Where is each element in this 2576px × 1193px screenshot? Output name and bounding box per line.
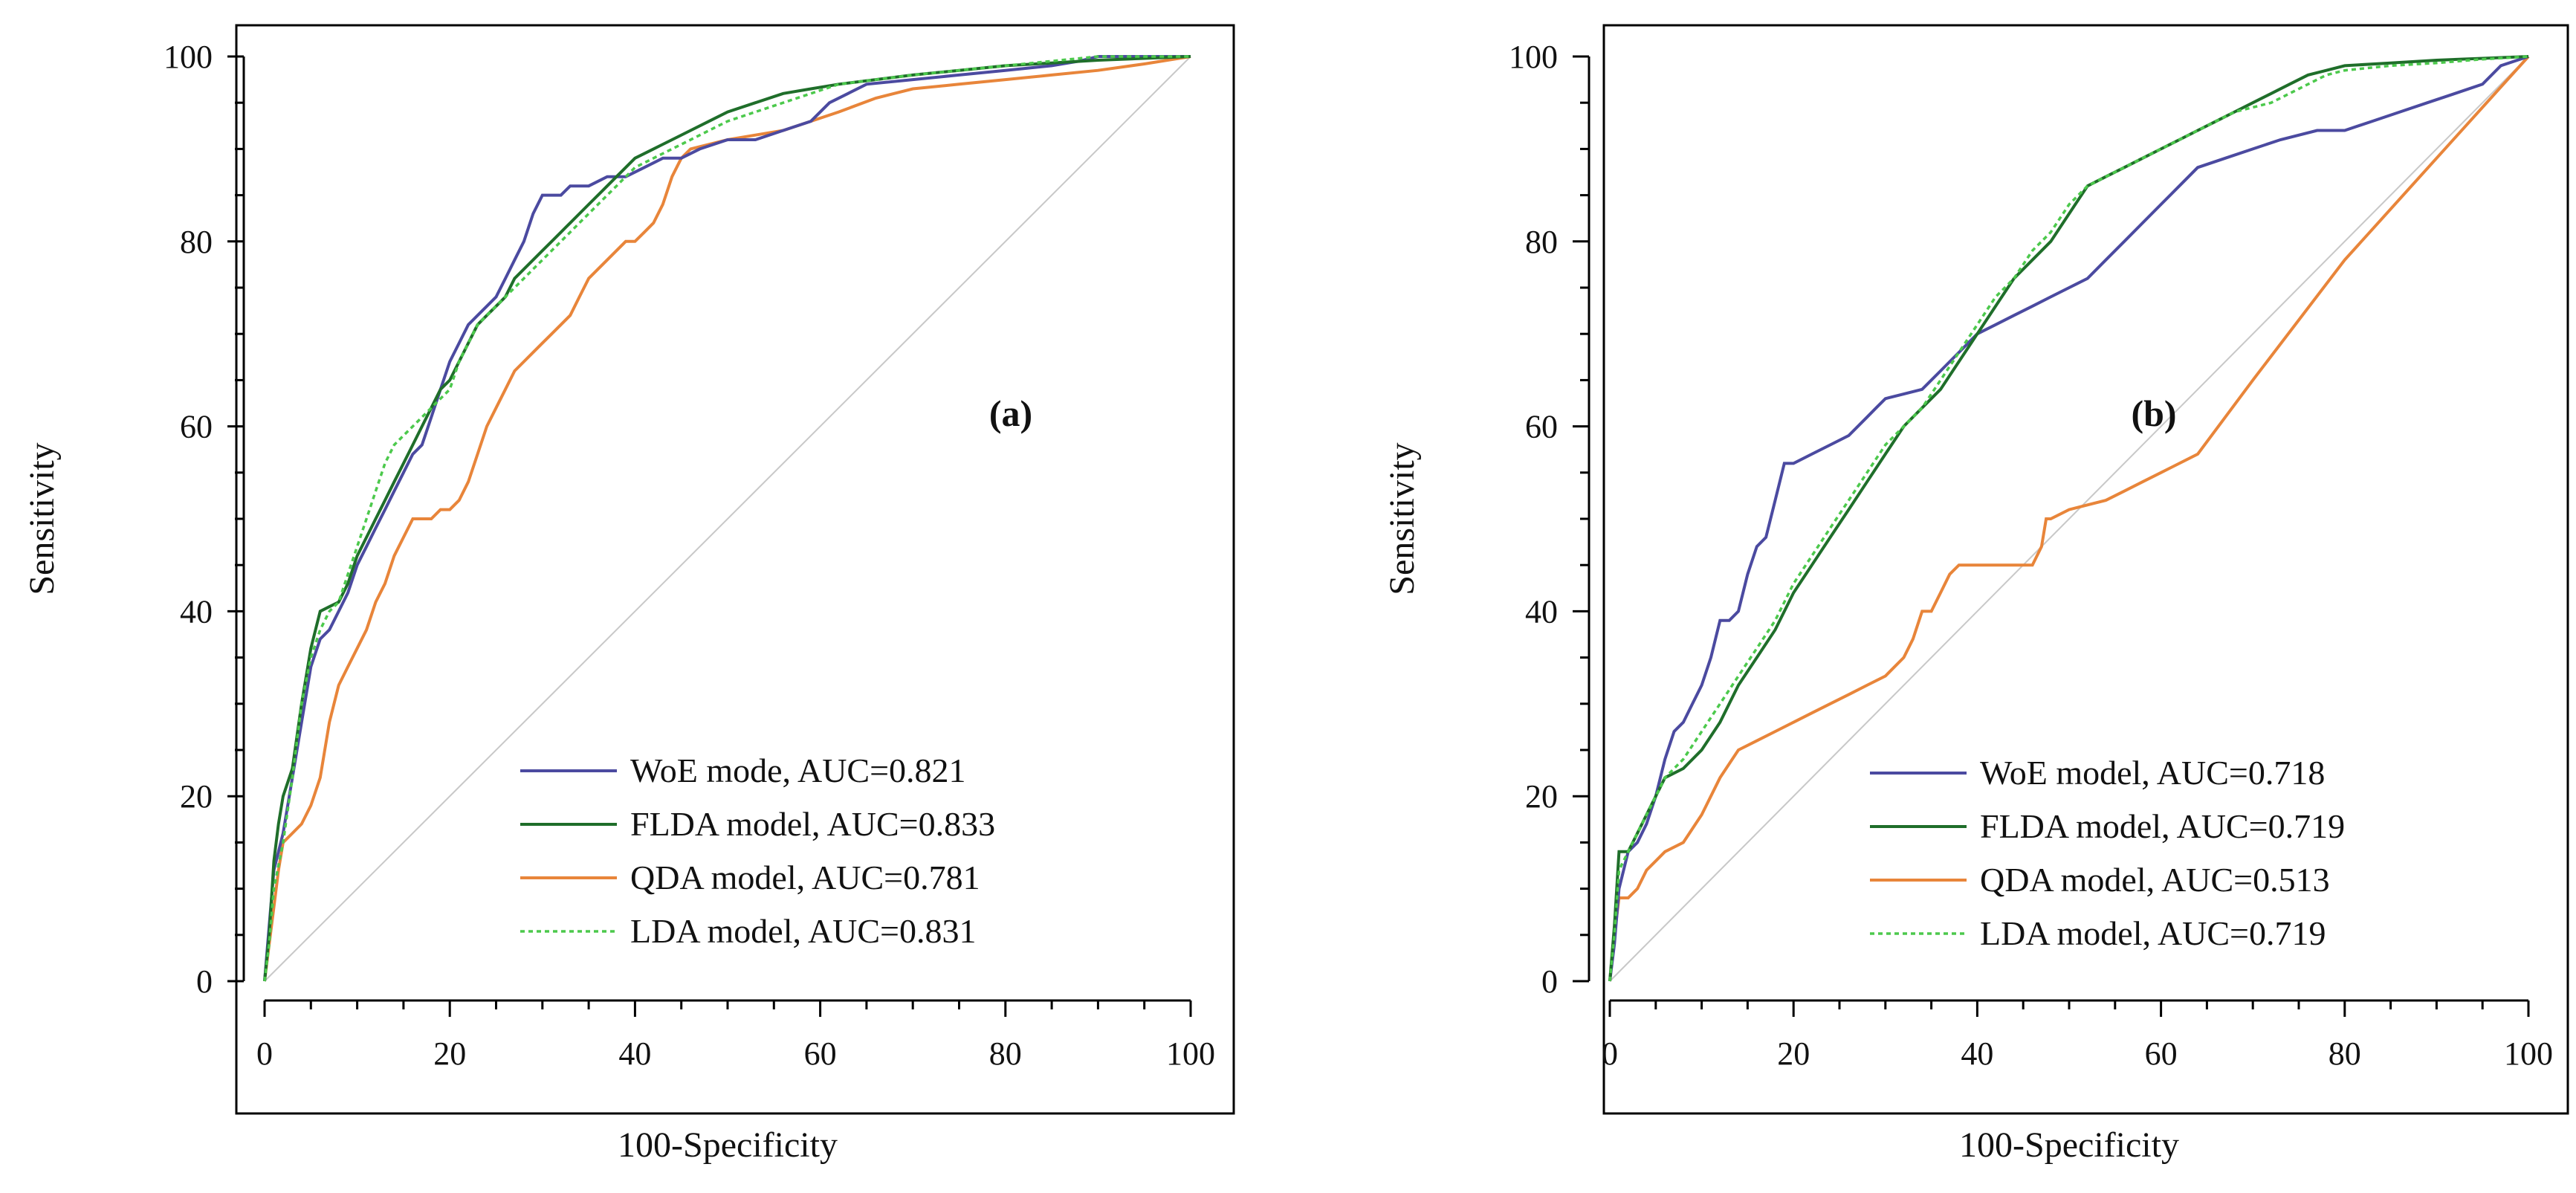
series-line-3 — [1608, 55, 2530, 982]
y-tick-label: 60 — [1525, 409, 1558, 445]
y-tick-label: 20 — [180, 778, 213, 815]
y-tick-label: 40 — [1525, 593, 1558, 630]
legend-entry-label: FLDA model, AUC=0.833 — [630, 805, 995, 843]
x-axis-label: 100-Specificity — [1959, 1125, 2179, 1165]
legend-entry-label: LDA model, AUC=0.831 — [630, 912, 977, 950]
x-tick-label: 100 — [1166, 1035, 1215, 1072]
y-tick-label: 80 — [1525, 224, 1558, 260]
legend-entry-label: LDA model, AUC=0.719 — [1980, 914, 2326, 952]
legend-entry-label: WoE mode, AUC=0.821 — [630, 751, 966, 789]
plot-frame — [1602, 24, 2569, 1115]
reference-diagonal — [1609, 56, 2529, 982]
panel-label: (a) — [989, 392, 1032, 434]
legend-entry-label: QDA model, AUC=0.781 — [630, 859, 980, 896]
y-tick-label: 0 — [196, 963, 213, 1000]
x-tick-label: 0 — [1602, 1035, 1618, 1072]
panel-a: 0 20 40 60 80 100 0 20 40 60 80 100 100-Specificity S… — [22, 24, 1235, 1165]
y-tick-label: 80 — [180, 224, 213, 260]
x-tick-label: 80 — [989, 1035, 1022, 1072]
x-tick-label: 0 — [256, 1035, 273, 1072]
legend-entry-label: WoE model, AUC=0.718 — [1980, 754, 2325, 792]
series-line-4 — [263, 55, 1191, 982]
series-line-2 — [1608, 55, 2529, 982]
y-tick-label: 20 — [1525, 778, 1558, 815]
panel-b: 0 20 40 60 80 100 0 20 40 60 80 100 100-Specificity S… — [1382, 24, 2569, 1165]
series-line-1 — [1608, 55, 2529, 982]
reference-diagonal — [264, 56, 1191, 982]
y-tick-label: 40 — [180, 593, 213, 630]
x-axis-label: 100-Specificity — [618, 1125, 838, 1165]
x-tick-label: 80 — [2329, 1035, 2361, 1072]
series-line-4 — [1608, 55, 2529, 982]
panel-label: (b) — [2131, 392, 2176, 434]
y-tick-label: 60 — [180, 409, 213, 445]
x-tick-label: 100 — [2504, 1035, 2553, 1072]
x-tick-label: 20 — [1777, 1035, 1810, 1072]
y-axis-label: Sensitivity — [1382, 442, 1422, 595]
series-line-1 — [263, 55, 1191, 982]
y-tick-label: 100 — [164, 39, 213, 75]
legend-entry-label: QDA model, AUC=0.513 — [1980, 861, 2330, 899]
x-tick-label: 20 — [433, 1035, 466, 1072]
x-tick-label: 60 — [2145, 1035, 2178, 1072]
y-tick-label: 100 — [1509, 39, 1558, 75]
x-tick-label: 40 — [618, 1035, 651, 1072]
x-tick-label: 60 — [804, 1035, 837, 1072]
y-axis-label: Sensitivity — [22, 442, 62, 595]
x-tick-label: 40 — [1961, 1035, 1993, 1072]
plot-frame — [235, 24, 1235, 1115]
y-tick-label: 0 — [1541, 963, 1558, 1000]
legend-entry-label: FLDA model, AUC=0.719 — [1980, 807, 2345, 845]
